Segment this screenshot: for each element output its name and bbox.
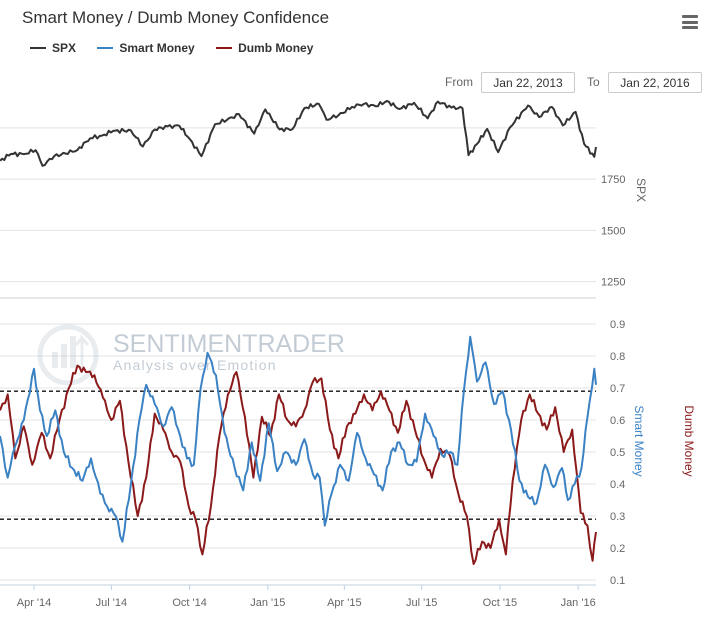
x-tick-label: Apr '14 [17, 597, 52, 609]
range-from-input[interactable]: Jan 22, 2013 [481, 72, 575, 93]
axes: Apr '14 Jul '14 Oct '14 Jan '15 Apr '15 Jul '… [0, 174, 696, 609]
watermark-logo [37, 324, 99, 386]
legend-label-smart-money: Smart Money [119, 41, 195, 55]
confidence-tick-label: 0.1 [610, 575, 625, 587]
range-to-label: To [587, 75, 600, 89]
spx-line [0, 100, 597, 167]
x-tick-label: Oct '15 [483, 597, 518, 609]
spx-tick-label: 1500 [601, 225, 625, 237]
legend-swatch-spx [30, 47, 46, 49]
x-tick-label: Jul '15 [406, 597, 437, 609]
x-tick-label: Oct '14 [172, 597, 207, 609]
spx-tick-label: 1750 [601, 174, 625, 186]
series-lines [0, 100, 597, 565]
x-tick-label: Jul '14 [96, 597, 127, 609]
chart-title: Smart Money / Dumb Money Confidence [22, 8, 330, 27]
confidence-tick-label: 0.9 [610, 319, 625, 331]
smart-money-line [0, 335, 597, 543]
x-tick-label: Apr '15 [327, 597, 362, 609]
x-tick-label: Jan '15 [250, 597, 285, 609]
legend-item-dumb-money[interactable]: Dumb Money [216, 41, 313, 55]
confidence-tick-label: 0.4 [610, 479, 625, 491]
dumb-money-line [0, 364, 597, 565]
confidence-tick-label: 0.3 [610, 511, 625, 523]
watermark: SENTIMENTRADER Analysis over Emotion [37, 324, 345, 386]
reference-lines [0, 390, 596, 520]
range-from-label: From [445, 75, 473, 89]
confidence-tick-label: 0.8 [610, 351, 625, 363]
legend-swatch-smart-money [97, 47, 114, 49]
legend-swatch-dumb-money [216, 47, 233, 49]
hamburger-menu-icon[interactable] [682, 15, 698, 29]
legend-item-spx[interactable]: SPX [30, 41, 76, 55]
dumb-money-axis-title: Dumb Money [682, 405, 696, 476]
legend-label-spx: SPX [52, 41, 77, 55]
confidence-tick-label: 0.6 [610, 415, 625, 427]
spx-axis-title: SPX [634, 178, 648, 202]
confidence-tick-label: 0.2 [610, 543, 625, 555]
spx-tick-label: 1250 [601, 277, 625, 289]
legend-label-dumb-money: Dumb Money [238, 41, 314, 55]
confidence-tick-label: 0.7 [610, 383, 625, 395]
legend-item-smart-money[interactable]: Smart Money [97, 41, 195, 55]
chart-legend: SPX Smart Money Dumb Money [30, 38, 331, 55]
confidence-tick-label: 0.5 [610, 447, 625, 459]
watermark-tagline: Analysis over Emotion [113, 357, 277, 373]
range-to-input[interactable]: Jan 22, 2016 [608, 72, 702, 93]
watermark-brand: SENTIMENTRADER [113, 330, 345, 358]
smart-money-axis-title: Smart Money [632, 405, 646, 476]
x-tick-label: Jan '16 [561, 597, 596, 609]
